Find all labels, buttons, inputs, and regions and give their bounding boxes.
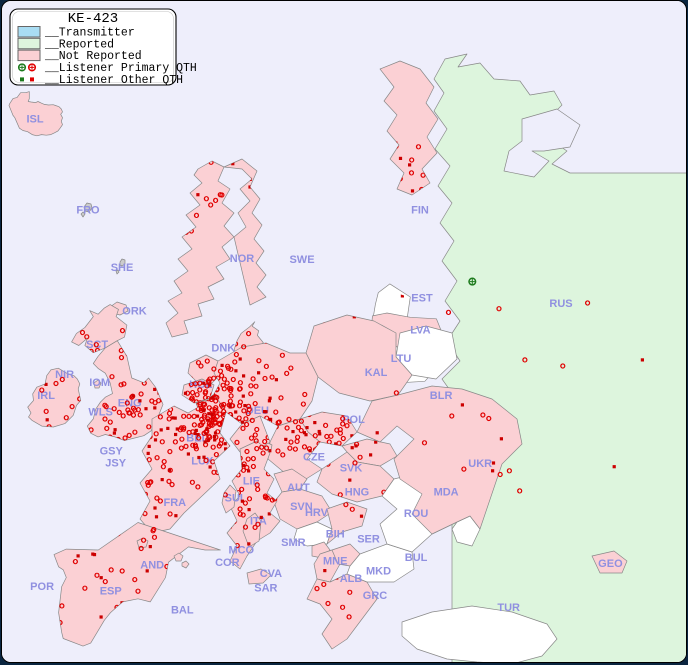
svg-text:ROU: ROU	[404, 508, 429, 520]
svg-text:SAR: SAR	[254, 582, 277, 594]
svg-text:POR: POR	[30, 581, 54, 593]
svg-text:HNG: HNG	[345, 487, 369, 499]
svg-text:ALB: ALB	[340, 573, 363, 585]
svg-text:ESP: ESP	[100, 585, 122, 597]
svg-text:FRA: FRA	[163, 497, 186, 509]
svg-text:ORK: ORK	[122, 306, 147, 318]
svg-text:SWE: SWE	[289, 254, 314, 266]
svg-text:BUL: BUL	[405, 552, 428, 564]
svg-text:MNE: MNE	[323, 556, 347, 568]
svg-text:BAL: BAL	[171, 604, 194, 616]
svg-text:COR: COR	[215, 557, 240, 569]
svg-text:CVA: CVA	[260, 568, 282, 580]
svg-text:FIN: FIN	[411, 205, 429, 217]
svg-text:NOR: NOR	[230, 253, 255, 265]
svg-text:SVK: SVK	[340, 463, 363, 475]
svg-text:SER: SER	[357, 533, 380, 545]
svg-text:GRC: GRC	[363, 590, 388, 602]
svg-text:KAL: KAL	[365, 367, 388, 379]
svg-text:JSY: JSY	[105, 458, 126, 470]
svg-text:TUR: TUR	[497, 602, 520, 614]
svg-text:LIE: LIE	[243, 476, 260, 488]
svg-text:MKD: MKD	[366, 565, 391, 577]
svg-text:FRO: FRO	[76, 205, 100, 217]
svg-text:WLS: WLS	[88, 407, 112, 419]
svg-text:HRV: HRV	[305, 507, 329, 519]
svg-text:GSY: GSY	[100, 446, 124, 458]
svg-text:SCT: SCT	[86, 339, 108, 351]
svg-text:BLR: BLR	[430, 390, 453, 402]
svg-text:ITA: ITA	[250, 515, 267, 527]
svg-text:MCO: MCO	[228, 544, 254, 556]
svg-text:EST: EST	[411, 293, 433, 305]
svg-text:__Listener Other QTH: __Listener Other QTH	[44, 74, 183, 87]
svg-text:IOM: IOM	[89, 377, 110, 389]
svg-text:LTU: LTU	[391, 353, 412, 365]
svg-text:UKR: UKR	[468, 458, 492, 470]
svg-text:KE-423: KE-423	[68, 11, 118, 27]
svg-text:SMR: SMR	[281, 537, 306, 549]
svg-text:BIH: BIH	[326, 529, 345, 541]
svg-text:GEO: GEO	[598, 558, 623, 570]
svg-text:AND: AND	[140, 559, 164, 571]
svg-text:ISL: ISL	[26, 114, 43, 126]
svg-text:CZE: CZE	[303, 452, 325, 464]
svg-text:DNK: DNK	[211, 343, 235, 355]
svg-text:LVA: LVA	[410, 324, 430, 336]
svg-text:SHE: SHE	[111, 262, 134, 274]
svg-text:AUT: AUT	[287, 482, 310, 494]
svg-text:MDA: MDA	[434, 487, 459, 499]
svg-text:RUS: RUS	[549, 298, 572, 310]
